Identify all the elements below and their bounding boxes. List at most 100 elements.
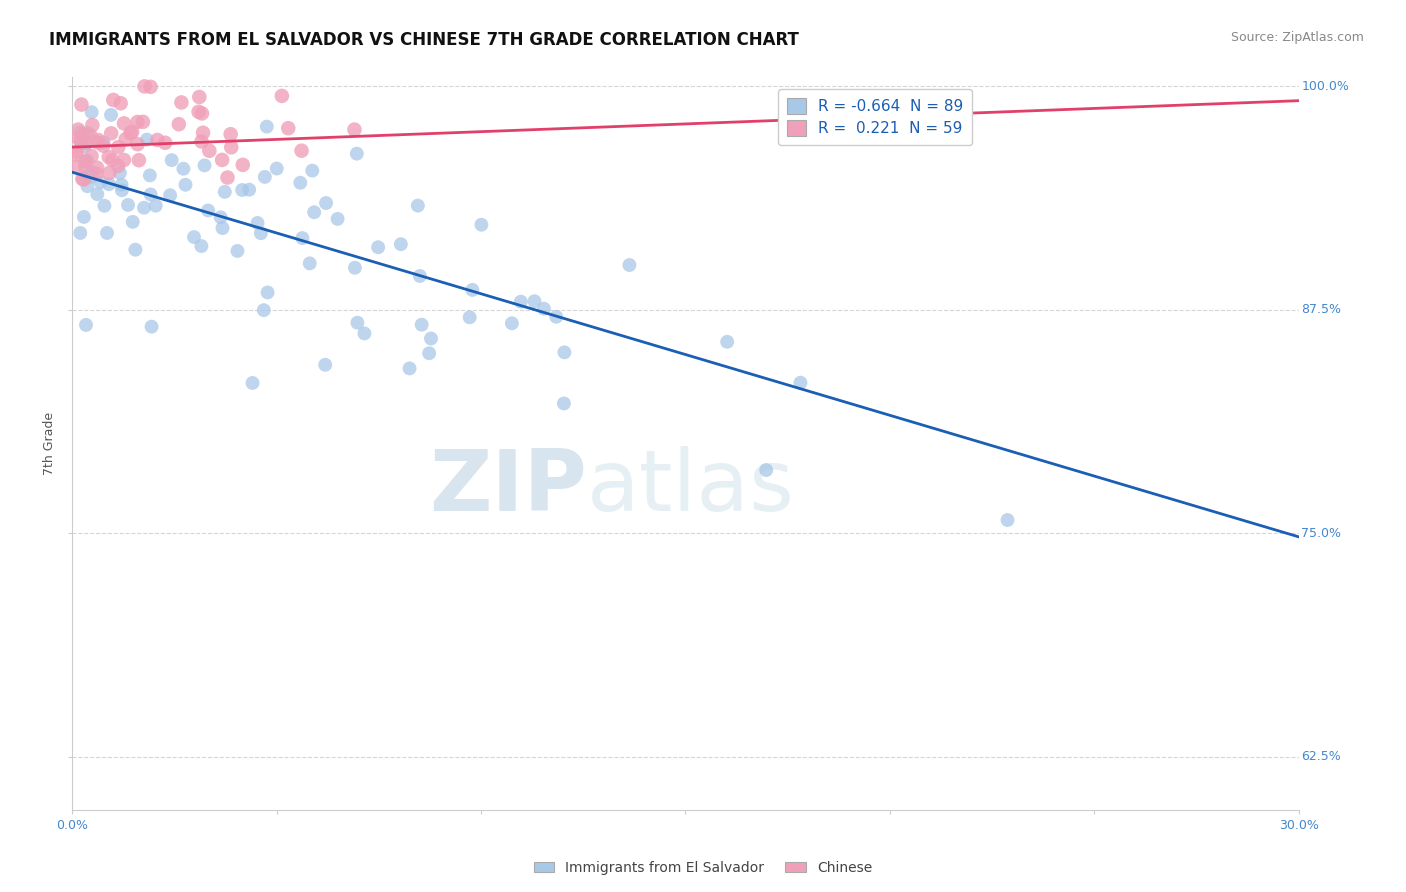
Point (108, 166, 131, 180)
Point (174, 178, 197, 192)
Point (270, 89, 292, 103)
Point (75, 318, 97, 332)
Point (111, 183, 134, 197)
Point (160, 153, 183, 168)
Point (65, 160, 87, 174)
Point (141, 319, 163, 334)
Point (250, 226, 273, 240)
Point (80, 149, 103, 163)
Point (72, 172, 94, 186)
Point (191, 106, 214, 120)
Point (298, 256, 321, 270)
Point (120, 126, 142, 140)
Text: 87.5%: 87.5% (1301, 303, 1341, 317)
Point (75, 159, 97, 173)
Point (209, 211, 232, 225)
Point (76, 179, 98, 194)
Point (73, 210, 96, 224)
Point (128, 153, 150, 168)
Point (198, 144, 221, 158)
Text: 100.0%: 100.0% (1301, 80, 1350, 93)
Point (66, 131, 89, 145)
Point (89, 175, 111, 189)
Point (86, 187, 108, 202)
Point (117, 198, 139, 212)
Point (755, 463, 778, 477)
Point (159, 188, 181, 202)
Point (353, 326, 375, 341)
Point (170, 95, 193, 110)
Point (256, 285, 278, 300)
Point (69, 133, 91, 147)
Point (458, 310, 481, 325)
Point (226, 244, 249, 258)
Point (110, 96, 132, 111)
Point (127, 115, 149, 129)
Point (80, 169, 103, 184)
Legend: R = -0.664  N = 89, R =  0.221  N = 59: R = -0.664 N = 89, R = 0.221 N = 59 (778, 88, 972, 145)
Point (253, 303, 276, 318)
Point (346, 146, 368, 161)
Point (87, 136, 110, 150)
Point (75, 154, 97, 169)
Text: atlas: atlas (588, 446, 796, 529)
Point (73, 139, 96, 153)
Point (246, 216, 269, 230)
Point (290, 176, 312, 190)
Point (103, 93, 125, 107)
Point (132, 201, 155, 215)
Text: ZIP: ZIP (430, 446, 588, 529)
Point (256, 120, 278, 134)
Point (193, 158, 215, 172)
Point (190, 135, 212, 149)
Point (112, 153, 135, 167)
Point (197, 203, 219, 218)
Point (231, 183, 253, 197)
Point (76, 136, 98, 150)
Point (167, 117, 190, 131)
Point (219, 127, 242, 141)
Point (211, 153, 233, 167)
Point (997, 513, 1019, 527)
Point (127, 137, 149, 152)
Point (553, 396, 575, 410)
Point (716, 334, 738, 349)
Point (79, 128, 101, 143)
Text: 62.5%: 62.5% (1301, 750, 1341, 764)
Point (65, 147, 87, 161)
Point (70, 136, 93, 151)
Point (219, 140, 242, 154)
Point (67, 122, 90, 136)
Point (114, 132, 136, 146)
Y-axis label: 7th Grade: 7th Grade (44, 412, 56, 475)
Point (217, 170, 239, 185)
Point (191, 126, 214, 140)
Point (69, 226, 91, 240)
Point (302, 205, 325, 219)
Point (93, 136, 115, 150)
Point (291, 231, 314, 245)
Point (97, 178, 120, 192)
Point (214, 185, 236, 199)
Point (277, 121, 299, 136)
Point (553, 345, 575, 359)
Point (121, 125, 143, 139)
Point (98, 166, 121, 180)
Point (242, 376, 264, 390)
Point (86, 161, 108, 175)
Point (146, 133, 169, 147)
Point (66, 145, 89, 159)
Point (77, 168, 100, 182)
Point (290, 144, 312, 158)
Text: IMMIGRANTS FROM EL SALVADOR VS CHINESE 7TH GRADE CORRELATION CHART: IMMIGRANTS FROM EL SALVADOR VS CHINESE 7… (49, 31, 799, 49)
Point (107, 140, 129, 154)
Point (418, 346, 440, 360)
Point (172, 161, 194, 176)
Point (409, 268, 432, 283)
Text: Source: ZipAtlas.com: Source: ZipAtlas.com (1230, 31, 1364, 45)
Point (523, 294, 546, 309)
Point (121, 215, 143, 229)
Point (346, 316, 368, 330)
Point (80, 105, 103, 120)
Point (461, 283, 484, 297)
